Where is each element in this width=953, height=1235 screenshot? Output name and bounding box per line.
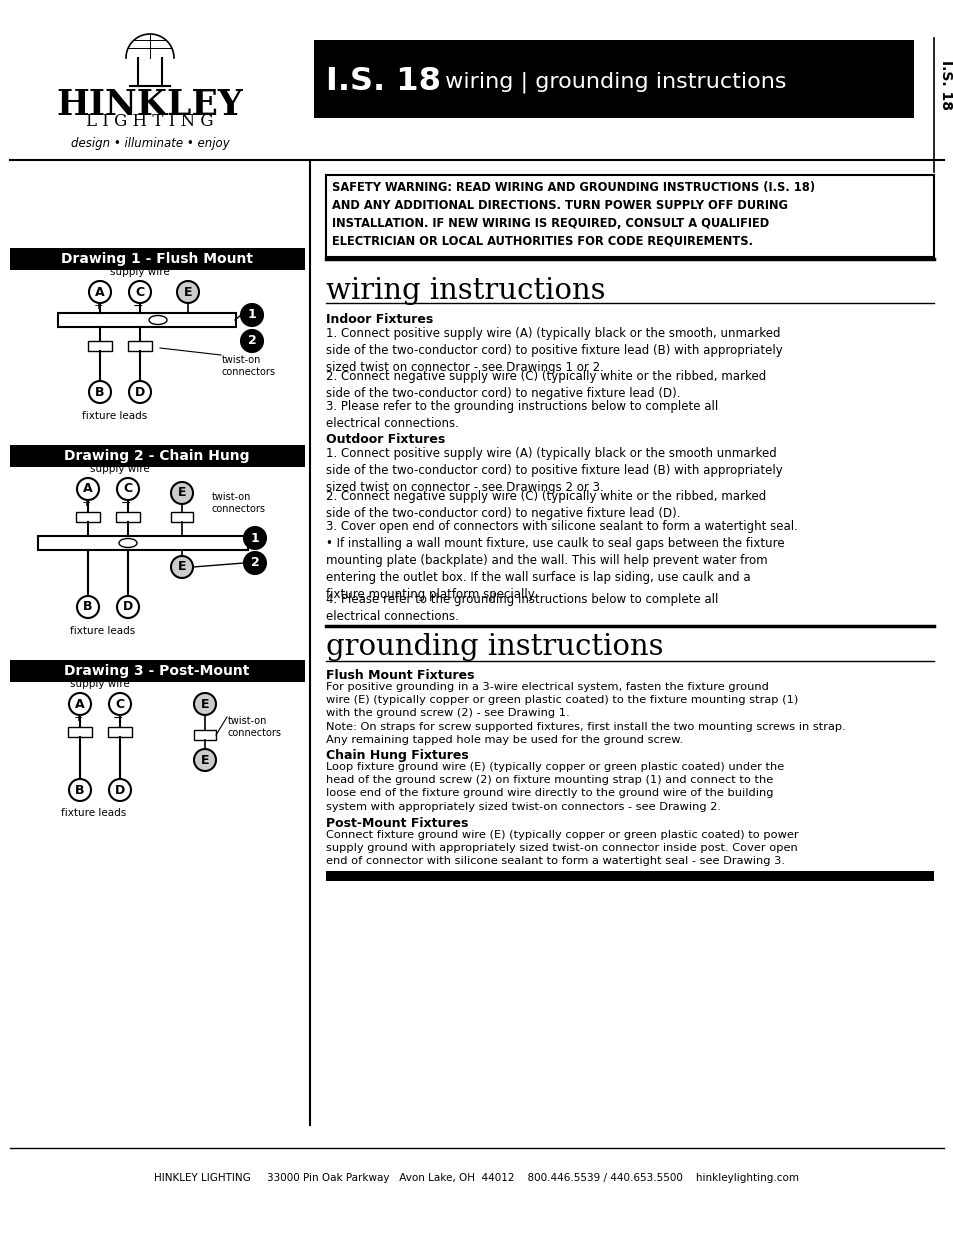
Text: +: + <box>93 301 103 311</box>
Text: 3. Please refer to the grounding instructions below to complete all
electrical c: 3. Please refer to the grounding instruc… <box>326 400 718 430</box>
Text: A: A <box>75 698 85 710</box>
Text: Flush Mount Fixtures: Flush Mount Fixtures <box>326 669 474 682</box>
Text: design • illuminate • enjoy: design • illuminate • enjoy <box>71 137 229 149</box>
Text: fixture leads: fixture leads <box>61 808 127 818</box>
Circle shape <box>193 748 215 771</box>
Text: 3. Cover open end of connectors with silicone sealant to form a watertight seal.: 3. Cover open end of connectors with sil… <box>326 520 797 534</box>
Text: • If installing a wall mount fixture, use caulk to seal gaps between the fixture: • If installing a wall mount fixture, us… <box>326 537 783 601</box>
FancyBboxPatch shape <box>10 445 305 467</box>
Text: A: A <box>95 285 105 299</box>
Text: L I G H T I N G: L I G H T I N G <box>86 114 213 131</box>
Text: D: D <box>114 783 125 797</box>
Circle shape <box>177 282 199 303</box>
Text: B: B <box>95 385 105 399</box>
Text: −: − <box>112 711 123 725</box>
Text: B: B <box>75 783 85 797</box>
Text: C: C <box>135 285 145 299</box>
Text: HINKLEY LIGHTING     33000 Pin Oak Parkway   Avon Lake, OH  44012    800.446.553: HINKLEY LIGHTING 33000 Pin Oak Parkway A… <box>154 1173 799 1183</box>
Text: twist-on
connectors: twist-on connectors <box>212 492 266 515</box>
FancyBboxPatch shape <box>108 727 132 737</box>
Text: Outdoor Fixtures: Outdoor Fixtures <box>326 433 445 446</box>
Text: SAFETY WARNING: READ WIRING AND GROUNDING INSTRUCTIONS (I.S. 18)
AND ANY ADDITIO: SAFETY WARNING: READ WIRING AND GROUNDIN… <box>332 182 814 248</box>
Text: Post-Mount Fixtures: Post-Mount Fixtures <box>326 818 468 830</box>
Circle shape <box>77 478 99 500</box>
Text: 1: 1 <box>248 309 256 321</box>
Text: C: C <box>123 483 132 495</box>
Text: HINKLEY: HINKLEY <box>56 88 243 122</box>
Text: supply wire: supply wire <box>90 464 150 474</box>
Text: fixture leads: fixture leads <box>71 626 135 636</box>
FancyBboxPatch shape <box>10 659 305 682</box>
Text: Drawing 3 - Post-Mount: Drawing 3 - Post-Mount <box>64 664 250 678</box>
Circle shape <box>129 282 151 303</box>
Text: twist-on
connectors: twist-on connectors <box>228 716 282 739</box>
Text: B: B <box>83 600 92 614</box>
Circle shape <box>109 693 131 715</box>
Text: −: − <box>132 300 143 312</box>
FancyBboxPatch shape <box>116 513 140 522</box>
Text: grounding instructions: grounding instructions <box>326 634 662 661</box>
Text: Drawing 2 - Chain Hung: Drawing 2 - Chain Hung <box>64 450 250 463</box>
FancyBboxPatch shape <box>76 513 100 522</box>
Text: I.S. 18: I.S. 18 <box>326 67 440 98</box>
Text: Drawing 1 - Flush Mount: Drawing 1 - Flush Mount <box>61 252 253 266</box>
Text: 1. Connect positive supply wire (A) (typically black or the smooth unmarked
side: 1. Connect positive supply wire (A) (typ… <box>326 447 781 494</box>
Text: E: E <box>200 753 209 767</box>
Text: +: + <box>81 498 91 508</box>
Text: A: A <box>83 483 92 495</box>
Text: fixture leads: fixture leads <box>82 411 148 421</box>
Circle shape <box>77 597 99 618</box>
Circle shape <box>89 282 111 303</box>
Text: D: D <box>123 600 133 614</box>
Text: wiring | grounding instructions: wiring | grounding instructions <box>437 72 785 93</box>
Circle shape <box>171 482 193 504</box>
Text: 2: 2 <box>248 335 256 347</box>
Text: 2. Connect negative supply wire (C) (typically white or the ribbed, marked
side : 2. Connect negative supply wire (C) (typ… <box>326 370 765 400</box>
Text: wiring instructions: wiring instructions <box>326 277 605 305</box>
FancyBboxPatch shape <box>314 40 913 119</box>
Circle shape <box>89 382 111 403</box>
FancyBboxPatch shape <box>58 312 235 327</box>
Text: −: − <box>121 496 132 510</box>
Circle shape <box>117 597 139 618</box>
Text: Loop fixture ground wire (E) (typically copper or green plastic coated) under th: Loop fixture ground wire (E) (typically … <box>326 762 783 811</box>
Circle shape <box>241 330 263 352</box>
Text: Indoor Fixtures: Indoor Fixtures <box>326 312 433 326</box>
FancyBboxPatch shape <box>38 536 248 550</box>
FancyBboxPatch shape <box>193 730 215 740</box>
Circle shape <box>193 693 215 715</box>
Text: 1. Connect positive supply wire (A) (typically black or the smooth, unmarked
sid: 1. Connect positive supply wire (A) (typ… <box>326 327 781 374</box>
Text: Connect fixture ground wire (E) (typically copper or green plastic coated) to po: Connect fixture ground wire (E) (typical… <box>326 830 798 867</box>
Circle shape <box>69 693 91 715</box>
Circle shape <box>244 527 266 550</box>
Text: E: E <box>177 561 186 573</box>
Circle shape <box>69 779 91 802</box>
Text: I.S. 18: I.S. 18 <box>938 61 952 110</box>
Circle shape <box>129 382 151 403</box>
FancyBboxPatch shape <box>68 727 91 737</box>
FancyBboxPatch shape <box>10 248 305 270</box>
FancyBboxPatch shape <box>326 175 933 257</box>
Text: E: E <box>184 285 193 299</box>
Text: twist-on
connectors: twist-on connectors <box>222 354 275 378</box>
Text: +: + <box>73 713 83 722</box>
FancyBboxPatch shape <box>326 871 933 881</box>
FancyBboxPatch shape <box>88 341 112 351</box>
Circle shape <box>241 304 263 326</box>
Text: 4. Please refer to the grounding instructions below to complete all
electrical c: 4. Please refer to the grounding instruc… <box>326 593 718 622</box>
Text: E: E <box>177 487 186 499</box>
Text: E: E <box>200 698 209 710</box>
Circle shape <box>244 552 266 574</box>
Circle shape <box>109 779 131 802</box>
FancyBboxPatch shape <box>171 513 193 522</box>
Text: 1: 1 <box>251 531 259 545</box>
Text: 2. Connect negative supply wire (C) (typically white or the ribbed, marked
side : 2. Connect negative supply wire (C) (typ… <box>326 490 765 520</box>
Text: D: D <box>134 385 145 399</box>
Text: supply wire: supply wire <box>110 267 170 277</box>
Circle shape <box>117 478 139 500</box>
FancyBboxPatch shape <box>128 341 152 351</box>
Text: supply wire: supply wire <box>70 679 130 689</box>
Text: For positive grounding in a 3-wire electrical system, fasten the fixture ground
: For positive grounding in a 3-wire elect… <box>326 682 845 745</box>
Text: 2: 2 <box>251 557 259 569</box>
Text: C: C <box>115 698 125 710</box>
